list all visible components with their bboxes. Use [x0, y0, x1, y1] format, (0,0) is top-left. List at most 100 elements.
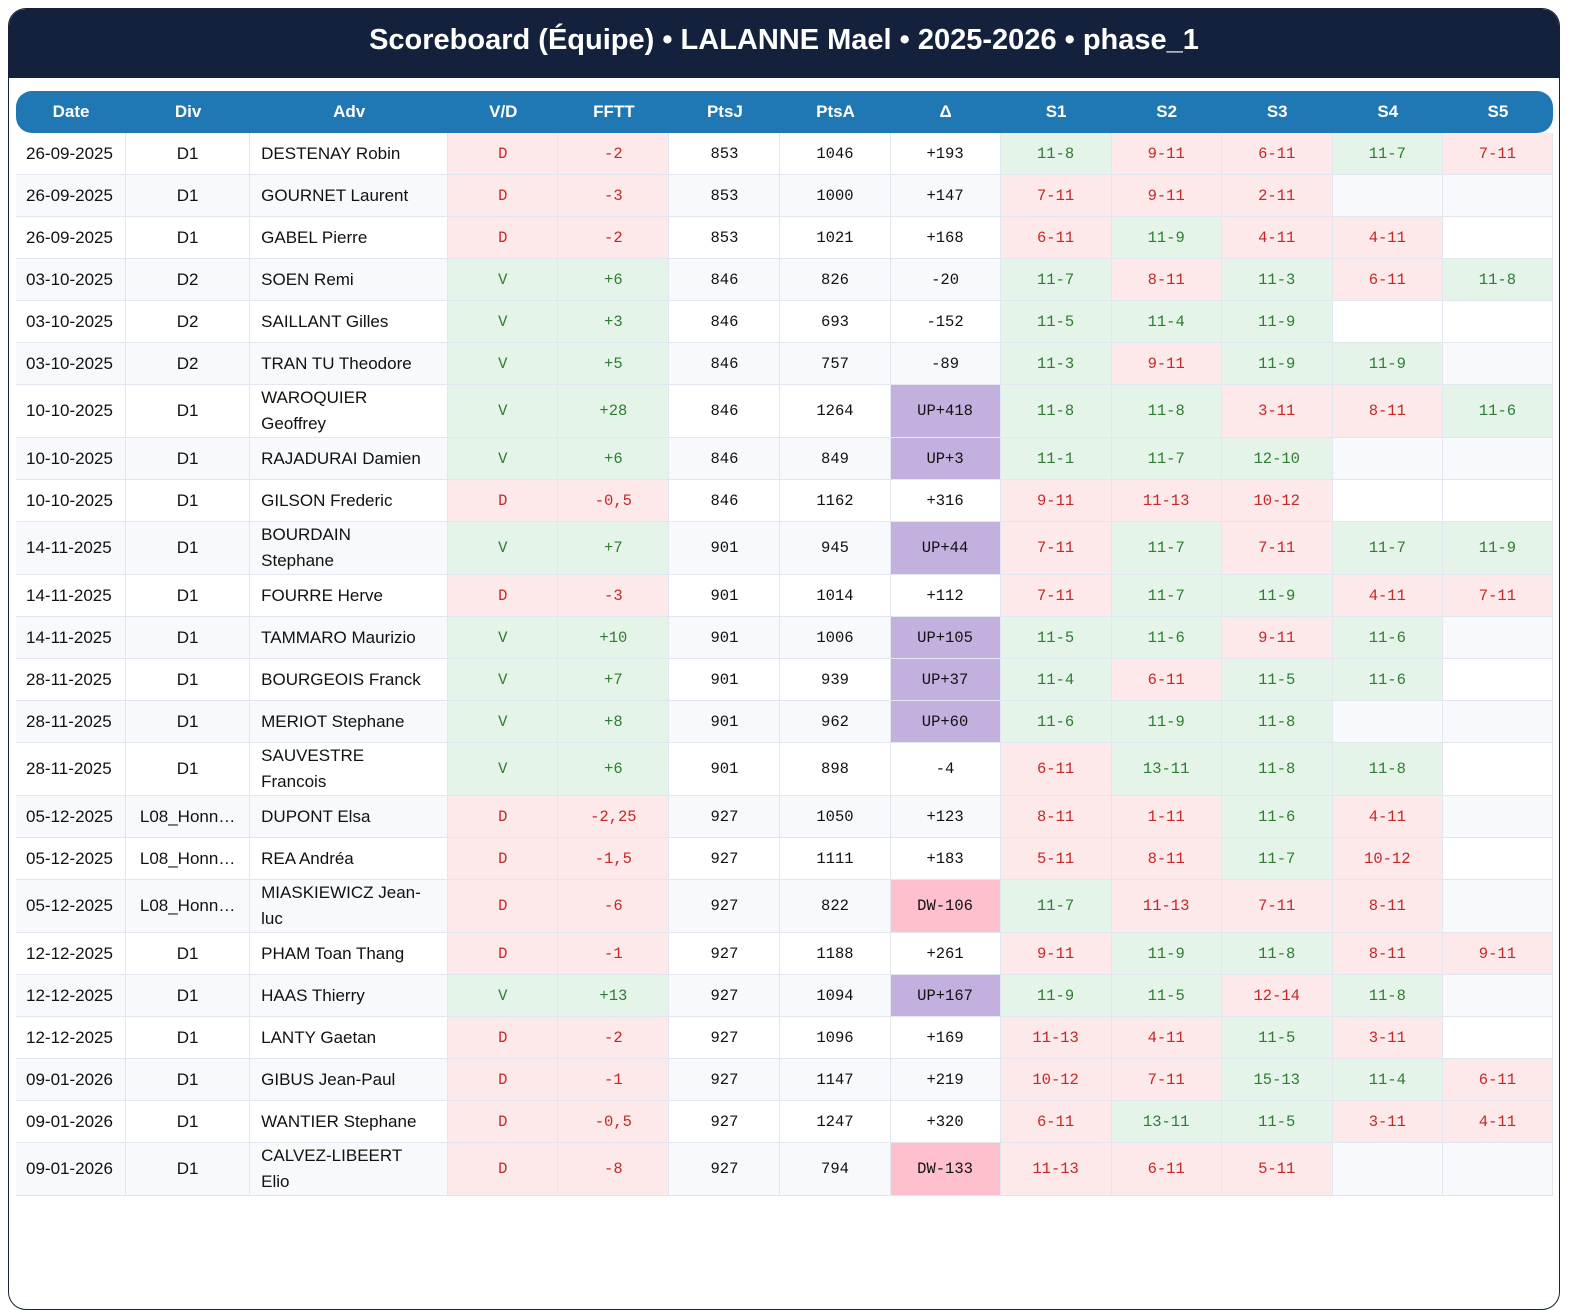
result: V [448, 301, 559, 343]
result: D [448, 796, 559, 838]
match-row: 12-12-2025 D1 HAAS Thierry V +13 927 1094 UP+16… [16, 975, 1553, 1017]
opponent: REA Andréa [250, 838, 449, 880]
set-2: 11-6 [1111, 617, 1222, 659]
result: D [448, 1017, 559, 1059]
result: D [448, 217, 559, 259]
delta: UP+44 [890, 522, 1001, 575]
opponent: SAILLANT Gilles [250, 301, 449, 343]
set-4: 4-11 [1332, 217, 1443, 259]
date: 26-09-2025 [16, 133, 127, 175]
delta: UP+37 [890, 659, 1001, 701]
division: D1 [126, 480, 251, 522]
set-2: 6-11 [1111, 659, 1222, 701]
date: 10-10-2025 [16, 480, 127, 522]
opponent: CALVEZ-LIBEERT Elio [250, 1143, 449, 1196]
set-3: 11-5 [1221, 659, 1333, 701]
set-3: 3-11 [1221, 385, 1333, 438]
set-3: 4-11 [1221, 217, 1333, 259]
result: D [448, 175, 559, 217]
set-3: 7-11 [1221, 522, 1333, 575]
delta: DW-133 [890, 1143, 1001, 1196]
set-4 [1332, 301, 1443, 343]
delta: +193 [890, 133, 1001, 175]
set-5: 9-11 [1442, 933, 1553, 975]
set-1: 9-11 [1000, 480, 1112, 522]
set-5 [1442, 617, 1553, 659]
column-header: PtsA [780, 91, 891, 133]
delta: +261 [890, 933, 1001, 975]
set-3: 11-7 [1221, 838, 1333, 880]
set-2: 9-11 [1111, 133, 1222, 175]
opponent-points: 693 [780, 301, 891, 343]
match-row: 14-11-2025 D1 BOURDAIN Stephane V +7 901 945 UP… [16, 522, 1553, 575]
division: D1 [126, 933, 251, 975]
result: D [448, 1059, 559, 1101]
delta: -20 [890, 259, 1001, 301]
delta: +147 [890, 175, 1001, 217]
set-5 [1442, 301, 1553, 343]
set-1: 11-8 [1000, 385, 1112, 438]
set-2: 6-11 [1111, 1143, 1222, 1196]
set-2: 8-11 [1111, 259, 1222, 301]
date: 03-10-2025 [16, 301, 127, 343]
opponent-points: 1188 [780, 933, 891, 975]
player-points: 927 [669, 838, 781, 880]
set-1: 11-1 [1000, 438, 1112, 480]
result: V [448, 522, 559, 575]
set-2: 1-11 [1111, 796, 1222, 838]
player-points: 927 [669, 1017, 781, 1059]
set-4: 8-11 [1332, 880, 1443, 933]
delta: +219 [890, 1059, 1001, 1101]
opponent: GILSON Frederic [250, 480, 449, 522]
division: D1 [126, 1143, 251, 1196]
division: D1 [126, 1101, 251, 1143]
player-points: 846 [669, 259, 781, 301]
division: D1 [126, 743, 251, 796]
title: Scoreboard (Équipe) • LALANNE Mael • 202… [9, 9, 1559, 78]
fftt-points: +8 [558, 701, 670, 743]
set-5 [1442, 838, 1553, 880]
opponent-points: 898 [780, 743, 891, 796]
opponent-points: 1050 [780, 796, 891, 838]
set-3: 11-9 [1221, 343, 1333, 385]
column-header: V/D [448, 91, 559, 133]
date: 14-11-2025 [16, 575, 127, 617]
column-header: S3 [1221, 91, 1333, 133]
division: L08_Honn… [126, 838, 251, 880]
set-1: 8-11 [1000, 796, 1112, 838]
opponent: FOURRE Herve [250, 575, 449, 617]
fftt-points: -8 [558, 1143, 670, 1196]
set-1: 11-7 [1000, 259, 1112, 301]
set-5 [1442, 438, 1553, 480]
result: D [448, 933, 559, 975]
result: D [448, 838, 559, 880]
scoreboard-card: Scoreboard (Équipe) • LALANNE Mael • 202… [8, 8, 1560, 1310]
fftt-points: -2,25 [558, 796, 670, 838]
division: D2 [126, 343, 251, 385]
opponent: WAROQUIER Geoffrey [250, 385, 449, 438]
set-2: 11-7 [1111, 522, 1222, 575]
set-4: 6-11 [1332, 259, 1443, 301]
set-3: 7-11 [1221, 880, 1333, 933]
set-2: 11-9 [1111, 701, 1222, 743]
opponent-points: 794 [780, 1143, 891, 1196]
match-row: 26-09-2025 D1 GABEL Pierre D -2 853 1021 +168 6-… [16, 217, 1553, 259]
result: D [448, 480, 559, 522]
set-1: 11-8 [1000, 133, 1112, 175]
fftt-points: -1,5 [558, 838, 670, 880]
set-3: 11-8 [1221, 701, 1333, 743]
set-4 [1332, 1143, 1443, 1196]
set-4: 11-7 [1332, 522, 1443, 575]
player-points: 901 [669, 659, 781, 701]
set-1: 7-11 [1000, 175, 1112, 217]
date: 26-09-2025 [16, 175, 127, 217]
fftt-points: -0,5 [558, 1101, 670, 1143]
opponent: MERIOT Stephane [250, 701, 449, 743]
column-header: Δ [890, 91, 1001, 133]
opponent: GABEL Pierre [250, 217, 449, 259]
match-row: 09-01-2026 D1 WANTIER Stephane D -0,5 927 1247… [16, 1101, 1553, 1143]
set-5 [1442, 796, 1553, 838]
set-5 [1442, 1143, 1553, 1196]
match-row: 28-11-2025 D1 MERIOT Stephane V +8 901 962 UP+6… [16, 701, 1553, 743]
set-1: 6-11 [1000, 1101, 1112, 1143]
